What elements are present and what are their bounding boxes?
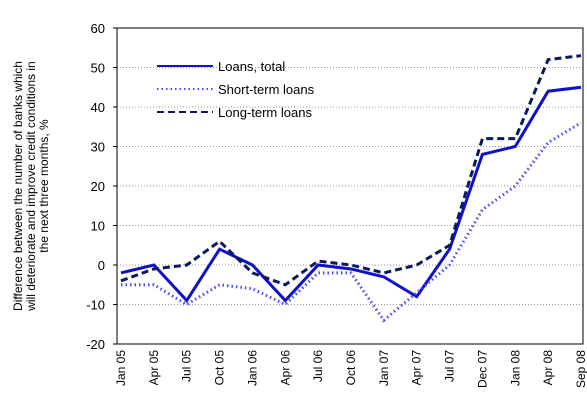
y-tick-label: 60 [91,21,105,36]
line-series [120,85,582,303]
x-tick-label: Jul 05 [180,350,194,382]
x-tick-label: Jul 07 [443,350,457,382]
y-tick-label: -20 [86,337,105,352]
y-tick-label: 40 [91,100,105,115]
x-tick-label: Jan 07 [377,350,391,386]
x-tick-label: Jul 06 [311,350,325,382]
y-tick-label: 30 [91,140,105,155]
x-tick-label: Apr 05 [147,350,161,386]
line-series [120,54,582,287]
x-tick-label: Jan 06 [245,350,259,386]
y-axis-label: the next three months, % [37,119,51,253]
legend-label: Loans, total [218,59,285,74]
x-tick-label: Oct 06 [344,350,358,386]
y-tick-label: -10 [86,298,105,313]
line-series [121,121,582,323]
x-tick-label: Apr 06 [278,350,292,386]
x-tick-label: Sep 08 [574,350,587,388]
x-tick-label: Oct 05 [213,350,227,386]
legend-label: Long-term loans [218,105,312,120]
y-axis-label: will deteriorate and improve credit cond… [24,61,38,311]
legend-label: Short-term loans [218,82,315,97]
y-tick-label: 0 [98,258,105,273]
y-tick-label: 20 [91,179,105,194]
y-tick-label: 50 [91,61,105,76]
x-tick-label: Jan 08 [508,350,522,386]
x-tick-label: Apr 07 [410,350,424,386]
x-tick-label: Apr 08 [541,350,555,386]
plot-frame [116,27,584,345]
y-tick-label: 10 [91,219,105,234]
x-tick-label: Jan 05 [114,350,128,386]
x-tick-label: Dec 07 [475,350,489,388]
y-axis-label: Difference between the number of banks w… [11,61,25,311]
